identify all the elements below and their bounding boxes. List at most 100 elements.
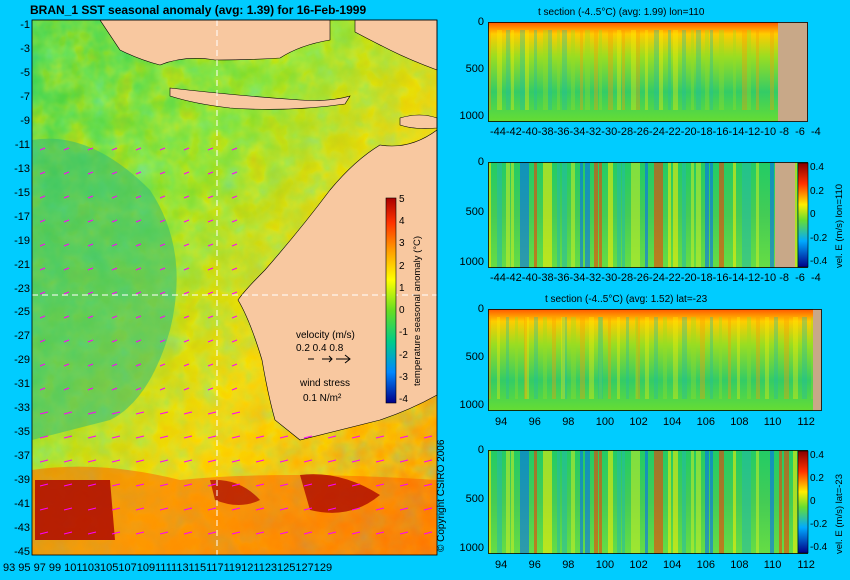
wind-vector	[183, 291, 190, 295]
latitude-label: -5	[20, 66, 30, 79]
wind-vector	[207, 507, 217, 511]
panel-side-label: vel. E (m/s) lat=-23	[834, 474, 845, 554]
velocity-colorbar-tick: 0	[810, 496, 816, 507]
colorbar-tick: 4	[399, 216, 405, 228]
wind-vector	[63, 531, 73, 535]
wind-vector	[63, 195, 70, 199]
wind-vector	[87, 387, 94, 391]
panel-title: t section (-4..5°C) (avg: 1.99) lon=110	[538, 7, 705, 18]
depth-tick: 1000	[459, 256, 484, 268]
wind-vector	[63, 315, 70, 319]
colorbar-tick: -1	[399, 327, 408, 339]
wind-vector	[327, 435, 337, 439]
colorbar-tick: 5	[399, 194, 405, 205]
wind-vector	[159, 459, 169, 463]
velocity-colorbar-tick: -0.4	[810, 542, 828, 553]
wind-vector	[183, 339, 190, 343]
wind-vector	[183, 219, 190, 223]
velocity-colorbar-tick: 0.4	[810, 450, 824, 461]
wind-vector	[63, 387, 70, 391]
wind-vector	[63, 459, 73, 463]
wind-vector	[39, 459, 49, 463]
wind-vector	[327, 531, 337, 535]
wind-vector	[87, 315, 94, 319]
wind-vector	[375, 459, 385, 463]
wind-vector	[39, 363, 46, 367]
latitude-label: -31	[14, 378, 30, 391]
map-colorbar	[385, 197, 397, 404]
wind-vector	[399, 459, 409, 463]
wind-vector	[87, 219, 94, 223]
wind-vector	[159, 243, 166, 247]
longitude-tick: 98	[562, 559, 575, 571]
copyright: © Copyright CSIRO 2006	[436, 439, 447, 552]
wind-vector	[87, 243, 94, 247]
wind-vector	[351, 507, 361, 511]
longitude-tick: 100	[595, 559, 615, 571]
wind-vector	[207, 243, 214, 247]
wind-vector	[63, 267, 70, 271]
wind-vector	[159, 291, 166, 295]
wind-vector	[39, 243, 46, 247]
wind-vector	[183, 363, 190, 367]
wind-vector	[183, 459, 193, 463]
wind-vector	[207, 315, 214, 319]
wind-vector	[39, 435, 49, 439]
wind-vector	[63, 507, 73, 511]
sst-map	[31, 19, 438, 556]
wind-vector	[231, 435, 241, 439]
wind-vector	[375, 483, 385, 487]
wind-vector	[87, 147, 94, 151]
wind-vector	[87, 291, 94, 295]
wind-vector	[135, 171, 142, 175]
wind-vector	[39, 147, 46, 151]
longitude-tick: 108	[730, 559, 749, 571]
wind-vector	[135, 243, 142, 247]
wind-vector	[255, 483, 265, 487]
wind-vector	[231, 147, 238, 151]
wind-vector	[111, 531, 121, 535]
wind-vector	[87, 531, 97, 535]
wind-vector	[231, 195, 238, 199]
wind-vector	[255, 531, 265, 535]
wind-vector	[39, 387, 46, 391]
wind-vector	[231, 531, 241, 535]
longitude-tick: 104	[663, 559, 682, 571]
velocity-colorbar-tick: -0.2	[810, 519, 828, 530]
colorbar-tick: 3	[399, 238, 405, 250]
wind-vector	[207, 459, 217, 463]
wind-vector	[87, 171, 94, 175]
wind-vector	[207, 171, 214, 175]
wind-vector	[111, 195, 118, 199]
longitude-tick: 98	[562, 416, 575, 428]
latitude-axis: -44-42-40-38-36-34-32-30-28-26-24-22-20-…	[490, 126, 821, 138]
wind-vector	[207, 339, 214, 343]
longitude-tick: 112	[797, 416, 815, 428]
map-colorbar-label: temperature seasonal anomaly (°C)	[412, 235, 423, 386]
wind-vectors	[39, 147, 433, 535]
wind-vector	[135, 387, 142, 391]
wind-vector	[327, 507, 337, 511]
latitude-axis: -44-42-40-38-36-34-32-30-28-26-24-22-20-…	[490, 272, 821, 284]
wind-vector	[231, 339, 238, 343]
wind-vector	[87, 435, 97, 439]
wind-vector	[87, 411, 97, 415]
wind-vector	[135, 147, 142, 151]
velocity-colorbar-tick: -0.2	[810, 232, 828, 244]
wind-vector	[327, 459, 337, 463]
wind-vector	[183, 531, 193, 535]
wind-vector	[231, 267, 238, 271]
colorbar-tick: 1	[399, 282, 405, 294]
wind-vector	[207, 267, 214, 271]
longitude-labels: 93 95 97 99 1011031051071091111131151171…	[3, 562, 333, 574]
wind-vector	[159, 531, 169, 535]
wind-vector	[279, 507, 289, 511]
wind-vector	[255, 507, 265, 511]
wind-vector	[423, 459, 433, 463]
wind-vector	[135, 507, 145, 511]
wind-legend-value: 0.1 N/m²	[303, 393, 342, 404]
depth-tick: 500	[465, 63, 484, 75]
wind-vector	[135, 339, 142, 343]
wind-vector	[135, 315, 142, 319]
latitude-label: -45	[14, 546, 30, 558]
